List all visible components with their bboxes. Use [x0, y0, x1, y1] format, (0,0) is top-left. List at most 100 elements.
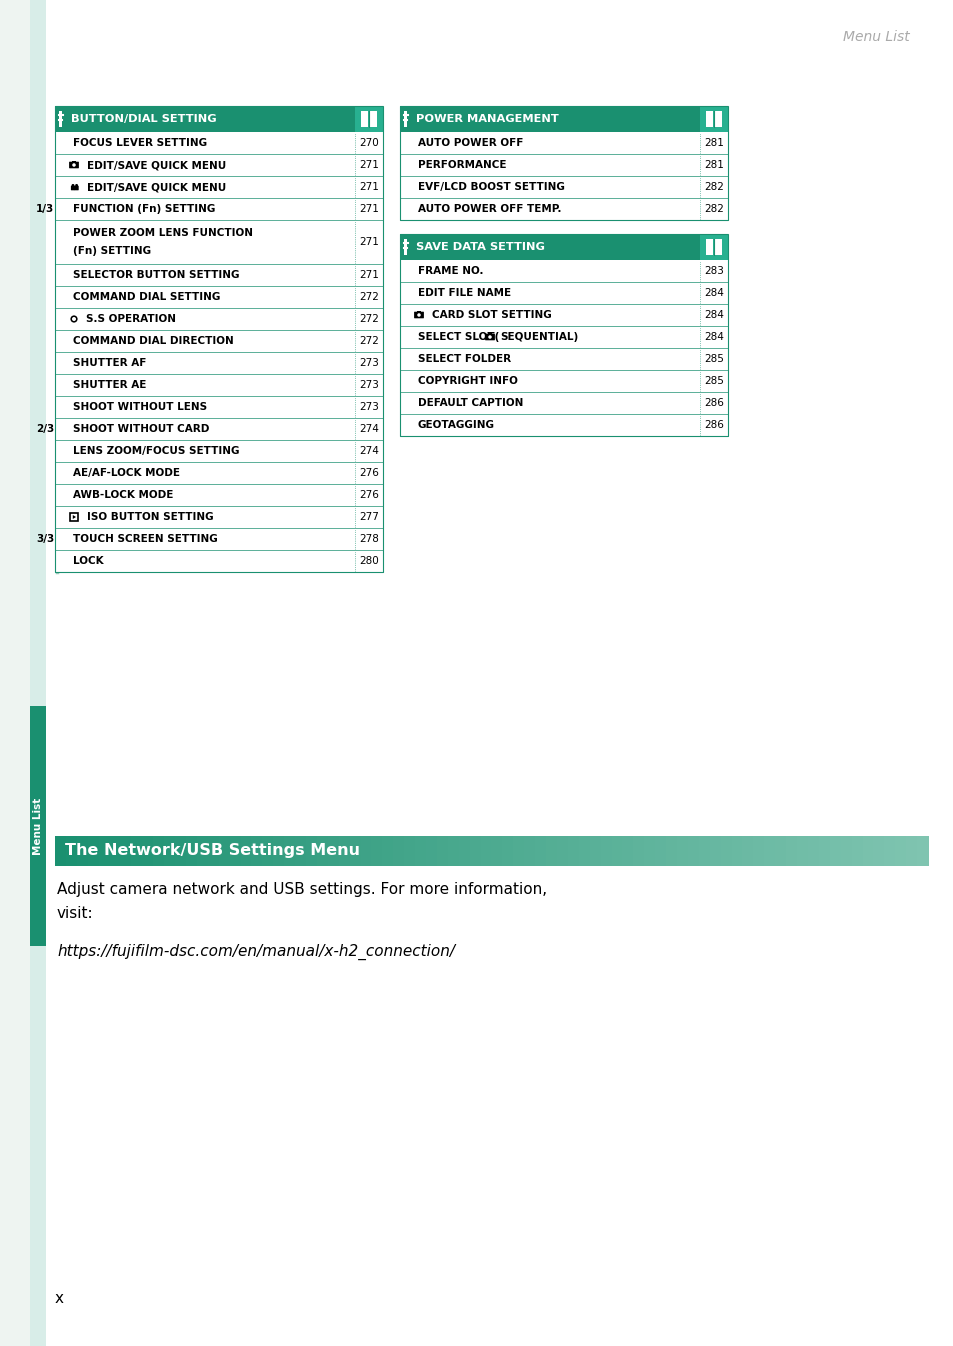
Bar [916, 836, 928, 865]
Bar [700, 234, 727, 260]
Bar [700, 106, 727, 132]
Bar [404, 836, 416, 865]
Bar [55, 353, 382, 374]
Bar [55, 153, 382, 176]
Bar [55, 132, 382, 153]
Bar [535, 836, 546, 865]
Text: Menu List: Menu List [842, 30, 909, 44]
Bar [705, 240, 712, 254]
Bar [807, 836, 819, 865]
Bar [77, 836, 89, 865]
Text: Menu List: Menu List [33, 797, 43, 855]
Text: SELECT SLOT(: SELECT SLOT( [417, 332, 498, 342]
Bar [284, 836, 295, 865]
Circle shape [71, 184, 74, 187]
Bar [469, 836, 481, 865]
Text: 2/3: 2/3 [36, 424, 54, 433]
Bar [316, 836, 329, 865]
Bar [436, 836, 448, 865]
Bar [164, 836, 176, 865]
Bar [30, 707, 46, 946]
Text: TOUCH SCREEN SETTING: TOUCH SCREEN SETTING [73, 534, 217, 544]
Text: 281: 281 [703, 139, 723, 148]
Bar [753, 836, 764, 865]
Bar [240, 836, 253, 865]
Text: POWER MANAGEMENT: POWER MANAGEMENT [416, 114, 558, 124]
Text: AUTO POWER OFF: AUTO POWER OFF [417, 139, 523, 148]
Bar [775, 836, 786, 865]
Bar [399, 198, 727, 219]
Text: visit:: visit: [57, 906, 93, 921]
Bar [677, 836, 688, 865]
Bar [862, 836, 874, 865]
Text: BUTTON/DIAL SETTING: BUTTON/DIAL SETTING [71, 114, 216, 124]
Text: GEOTAGGING: GEOTAGGING [417, 420, 495, 429]
Text: AUTO POWER OFF TEMP.: AUTO POWER OFF TEMP. [417, 205, 561, 214]
Text: 276: 276 [358, 490, 378, 499]
Text: 272: 272 [358, 336, 378, 346]
Text: 277: 277 [358, 511, 378, 522]
Bar [741, 836, 754, 865]
Bar [731, 836, 742, 865]
Bar [153, 836, 165, 865]
Bar [55, 374, 382, 396]
Bar [55, 198, 382, 219]
Text: 3/3: 3/3 [36, 534, 54, 544]
Bar [426, 836, 437, 865]
Text: 271: 271 [358, 271, 378, 280]
Bar [230, 836, 241, 865]
Bar [714, 240, 721, 254]
Bar [55, 106, 382, 132]
Bar [55, 396, 382, 419]
Text: 274: 274 [358, 424, 378, 433]
Bar [894, 836, 906, 865]
Bar [447, 836, 459, 865]
Bar [399, 370, 727, 392]
Bar [55, 308, 382, 330]
Text: 285: 285 [703, 354, 723, 363]
Text: POWER ZOOM LENS FUNCTION: POWER ZOOM LENS FUNCTION [73, 229, 253, 238]
Bar [218, 836, 231, 865]
Bar [905, 836, 917, 865]
Text: 273: 273 [358, 380, 378, 390]
Text: FUNCTION (Fn) SETTING: FUNCTION (Fn) SETTING [73, 205, 215, 214]
Text: 272: 272 [358, 292, 378, 302]
Bar [273, 836, 285, 865]
Text: AWB-LOCK MODE: AWB-LOCK MODE [73, 490, 173, 499]
Bar [415, 836, 427, 865]
Bar [252, 836, 263, 865]
Bar [55, 419, 382, 440]
Text: FOCUS LEVER SETTING: FOCUS LEVER SETTING [73, 139, 207, 148]
Bar [699, 836, 710, 865]
Bar [355, 106, 382, 132]
Bar [70, 513, 78, 521]
Text: SELECTOR BUTTON SETTING: SELECTOR BUTTON SETTING [73, 271, 239, 280]
Bar [502, 836, 514, 865]
Bar [55, 106, 382, 572]
Text: EDIT/SAVE QUICK MENU: EDIT/SAVE QUICK MENU [87, 182, 226, 192]
Text: 283: 283 [703, 267, 723, 276]
Text: EVF/LCD BOOST SETTING: EVF/LCD BOOST SETTING [417, 182, 564, 192]
Bar [524, 836, 536, 865]
Text: 273: 273 [358, 402, 378, 412]
Bar [720, 836, 732, 865]
Bar [88, 836, 99, 865]
Text: The Network/USB Settings Menu: The Network/USB Settings Menu [65, 844, 359, 859]
Bar [174, 836, 187, 865]
Text: S.S OPERATION: S.S OPERATION [86, 314, 175, 324]
Bar [491, 836, 503, 865]
Text: 284: 284 [703, 288, 723, 297]
Bar [488, 334, 491, 335]
Bar [600, 836, 612, 865]
Text: DEFAULT CAPTION: DEFAULT CAPTION [417, 398, 523, 408]
Text: PERFORMANCE: PERFORMANCE [417, 160, 506, 170]
Bar [55, 462, 382, 485]
Bar [399, 176, 727, 198]
Text: ISO BUTTON SETTING: ISO BUTTON SETTING [87, 511, 213, 522]
Text: 286: 286 [703, 398, 723, 408]
Bar [399, 260, 727, 283]
Bar [55, 551, 382, 572]
Text: EDIT/SAVE QUICK MENU: EDIT/SAVE QUICK MENU [87, 160, 226, 170]
Bar [655, 836, 666, 865]
Bar [55, 219, 382, 264]
